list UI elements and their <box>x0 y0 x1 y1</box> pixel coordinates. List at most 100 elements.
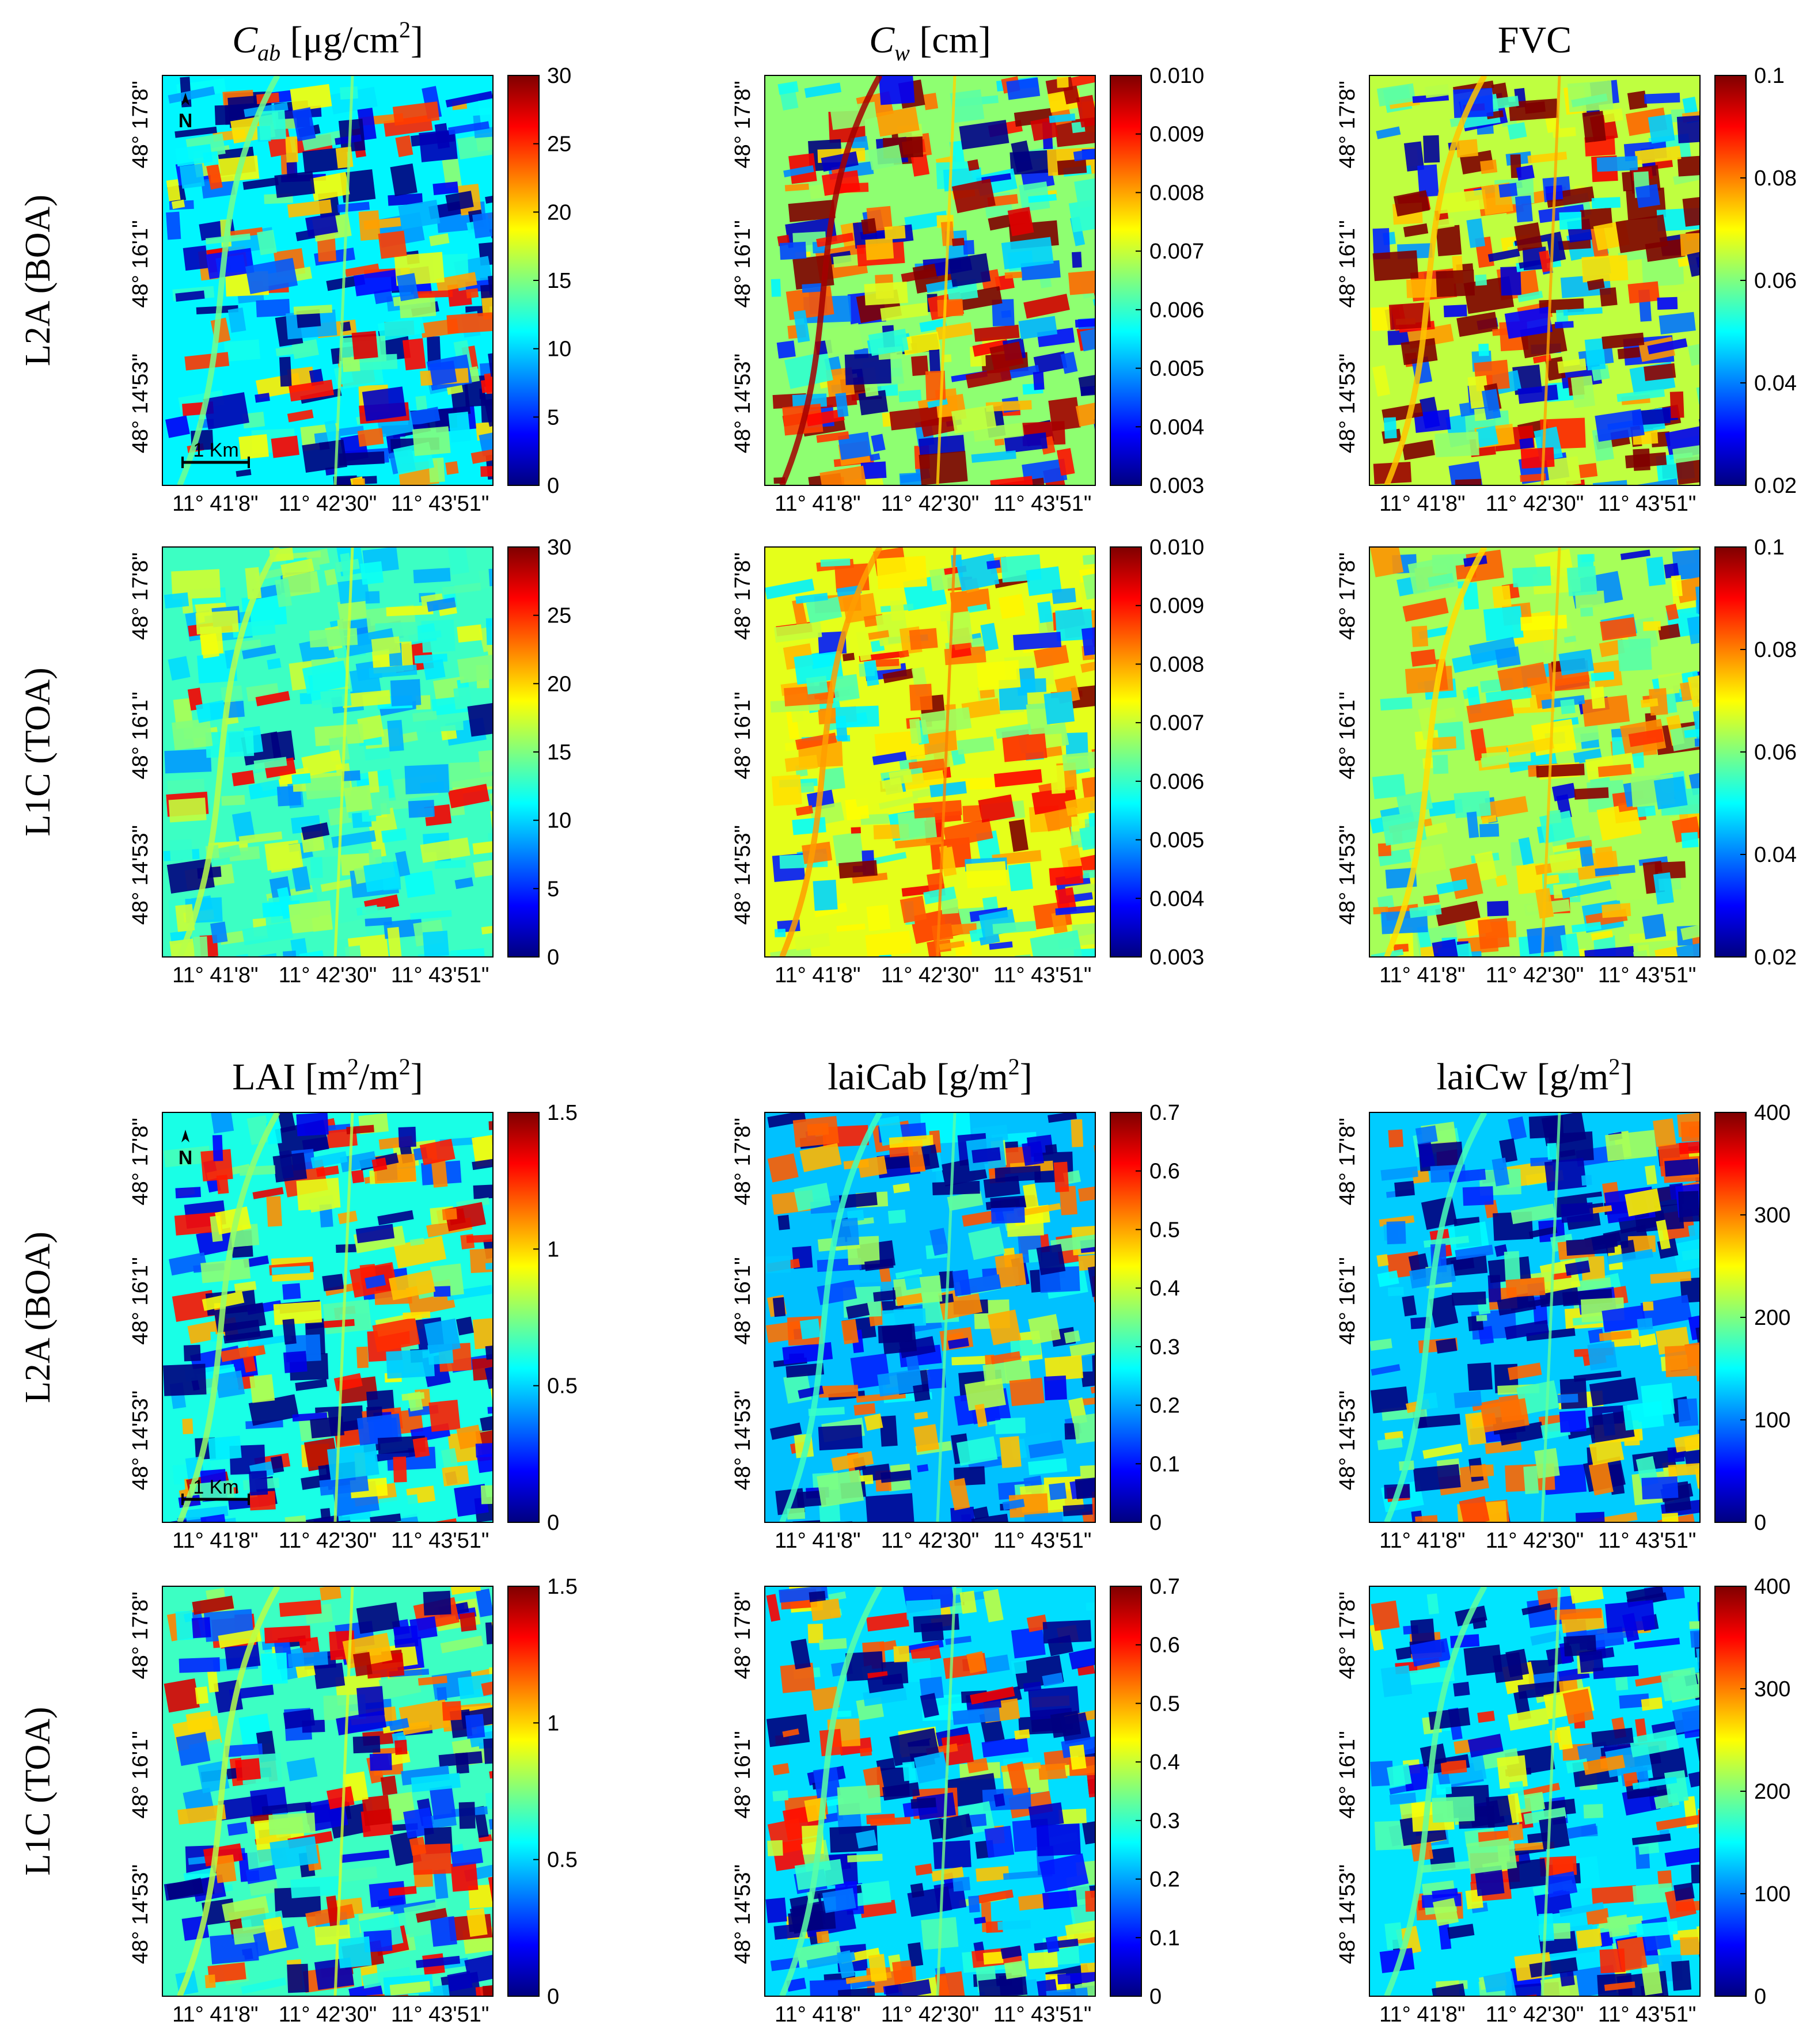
field-patch <box>1065 1917 1095 1942</box>
field-patch <box>275 578 293 607</box>
field-patch <box>1383 417 1397 439</box>
field-patch <box>1559 211 1582 230</box>
field-patch <box>981 1737 1029 1758</box>
field-patch <box>896 1293 923 1306</box>
field-patch <box>1507 1708 1549 1731</box>
field-patch <box>792 599 807 626</box>
field-patch <box>282 571 320 598</box>
field-patch <box>168 656 191 681</box>
river-trace <box>1384 75 1487 485</box>
field-patch <box>877 1369 923 1397</box>
colorbar-tick-label: 0.010 <box>1149 64 1204 88</box>
panel-laiCw-l1c: 11° 41'8" 11° 42'30" 11° 43'51" 48° 17'8" 48… <box>1335 1575 1790 2027</box>
field-patch <box>212 1135 223 1161</box>
colorbar-tick-label: 0.02 <box>1754 474 1797 498</box>
field-patch <box>437 1686 447 1701</box>
colorbar-tick-label: 0.6 <box>1149 1633 1180 1658</box>
field-patch <box>467 701 493 737</box>
road-trace <box>936 547 957 957</box>
river-trace <box>177 75 280 485</box>
field-patch <box>248 1394 299 1426</box>
field-patch <box>1028 1314 1061 1344</box>
field-patch <box>1069 1342 1095 1358</box>
lat-tick-label: 48° 14'53" <box>731 825 755 925</box>
field-patch <box>1617 638 1652 671</box>
field-patch <box>1590 1511 1638 1522</box>
field-patch <box>356 1686 385 1718</box>
field-patch <box>773 621 822 643</box>
field-patch <box>1466 218 1486 248</box>
lon-tick-label: 11° 42'30" <box>881 492 979 516</box>
field-patch <box>480 465 493 477</box>
field-patch <box>962 805 982 823</box>
field-patch <box>1082 568 1095 600</box>
field-patch <box>785 1363 825 1378</box>
field-patch <box>1595 865 1635 877</box>
field-patch <box>900 895 927 924</box>
field-patch <box>174 126 217 138</box>
field-patch <box>1634 1638 1680 1650</box>
field-patch <box>320 1508 332 1522</box>
lon-tick-label: 11° 42'30" <box>1486 2003 1584 2027</box>
field-patch <box>1559 1378 1588 1409</box>
field-patch <box>270 730 295 763</box>
field-patch <box>183 245 208 271</box>
field-patch <box>340 1849 390 1863</box>
field-patch <box>302 439 347 473</box>
colorbar-tick-label: 0 <box>1754 1511 1766 1535</box>
field-patch <box>268 843 304 873</box>
colorbar-tick-label: 0 <box>1149 1985 1162 2009</box>
field-patch <box>1479 823 1500 838</box>
field-patch <box>902 1761 916 1781</box>
field-patch <box>172 1290 217 1322</box>
map-frame <box>1369 1112 1701 1523</box>
field-patch <box>806 675 828 695</box>
field-patch <box>918 435 965 456</box>
field-patch <box>1517 384 1559 404</box>
field-patch <box>1516 165 1535 181</box>
field-patch <box>790 1639 811 1670</box>
field-patch <box>1563 635 1577 643</box>
river-trace <box>177 1586 280 1996</box>
lat-tick-label: 48° 17'8" <box>128 1118 153 1205</box>
field-patch <box>876 556 928 590</box>
field-patch <box>968 1226 1005 1260</box>
field-patch <box>185 1711 213 1733</box>
field-patch <box>951 1355 992 1366</box>
field-patch <box>1579 845 1594 867</box>
field-patch <box>1477 1711 1496 1723</box>
field-patch <box>1676 113 1700 143</box>
field-patch <box>252 1187 284 1199</box>
field-patch <box>400 1513 420 1522</box>
field-patch <box>473 859 493 878</box>
field-patch <box>1642 913 1667 940</box>
panel-Cab-l1c: 11° 41'8" 11° 42'30" 11° 43'51" 48° 17'8" 48… <box>128 535 571 987</box>
road-trace <box>333 1586 354 1996</box>
field-patch <box>895 1268 923 1279</box>
field-patch <box>783 165 814 177</box>
panel-title: LAI [m2/m2] <box>232 1054 423 1098</box>
field-patch <box>388 193 423 206</box>
field-patch <box>1017 1203 1061 1217</box>
panel-title: Cab [μg/cm2] <box>232 17 423 66</box>
field-patch <box>404 870 435 898</box>
field-patch <box>794 1859 844 1890</box>
colorbar-tick-label: 1.5 <box>547 1101 578 1125</box>
field-patch <box>261 1802 312 1815</box>
field-patch <box>837 1950 855 1979</box>
field-patch <box>270 1836 318 1870</box>
field-patch <box>893 1646 910 1663</box>
field-patch <box>1641 1963 1663 1996</box>
colorbar-tick-label: 0.6 <box>1149 1160 1180 1184</box>
field-patch <box>1436 189 1487 214</box>
field-patch <box>971 450 1016 463</box>
field-patch <box>1592 480 1629 485</box>
field-patch <box>285 136 298 163</box>
field-patch <box>1031 786 1077 815</box>
field-patch <box>279 1600 322 1617</box>
field-patch <box>440 1635 484 1654</box>
field-patch <box>772 1763 790 1776</box>
lat-tick-label: 48° 17'8" <box>128 81 153 168</box>
field-patch <box>1467 1734 1504 1758</box>
field-patch <box>1520 473 1546 482</box>
